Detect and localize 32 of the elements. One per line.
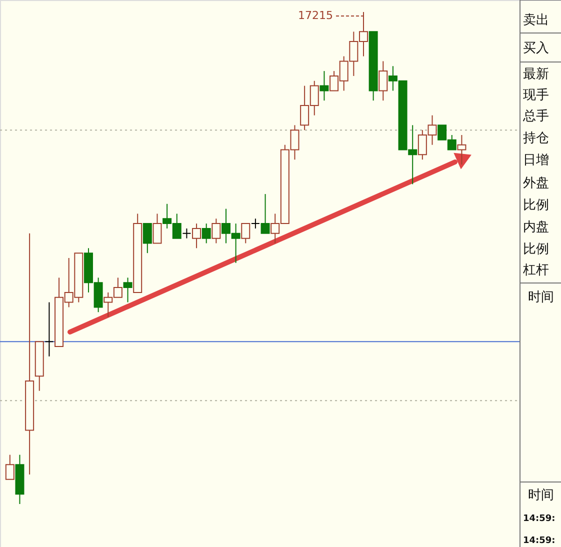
text: 总手 — [522, 109, 549, 124]
candlestick — [202, 223, 211, 244]
candlestick — [192, 223, 202, 249]
text: 持仓 — [523, 131, 549, 146]
candlestick — [142, 223, 152, 254]
candlestick — [182, 228, 192, 239]
text: 杠杆 — [522, 263, 549, 278]
candlestick — [457, 134, 466, 166]
text: 外盘 — [523, 176, 549, 191]
candlestick — [241, 223, 250, 244]
text: 内盘 — [523, 220, 549, 235]
candlestick — [260, 194, 270, 234]
candlestick — [320, 70, 329, 102]
text: 卖出 — [523, 13, 549, 28]
text: 现手 — [523, 88, 549, 103]
candlestick — [5, 454, 14, 480]
candlestick — [152, 213, 162, 244]
candlestick — [212, 218, 221, 244]
text: 比例 — [523, 198, 549, 213]
candlestick — [250, 218, 260, 229]
text: 14:59: — [523, 514, 556, 524]
text: 时间 — [528, 488, 554, 503]
candlestick — [378, 60, 388, 102]
text: 买入 — [523, 41, 549, 56]
annotation: 17215 — [298, 9, 333, 22]
text: 最新 — [523, 67, 549, 82]
text: 日增 — [523, 153, 549, 168]
candlestick — [123, 277, 132, 303]
text: 时间 — [528, 290, 554, 305]
text: 14:59: — [523, 536, 556, 546]
candlestick — [44, 302, 54, 357]
text: 比例 — [523, 242, 549, 257]
